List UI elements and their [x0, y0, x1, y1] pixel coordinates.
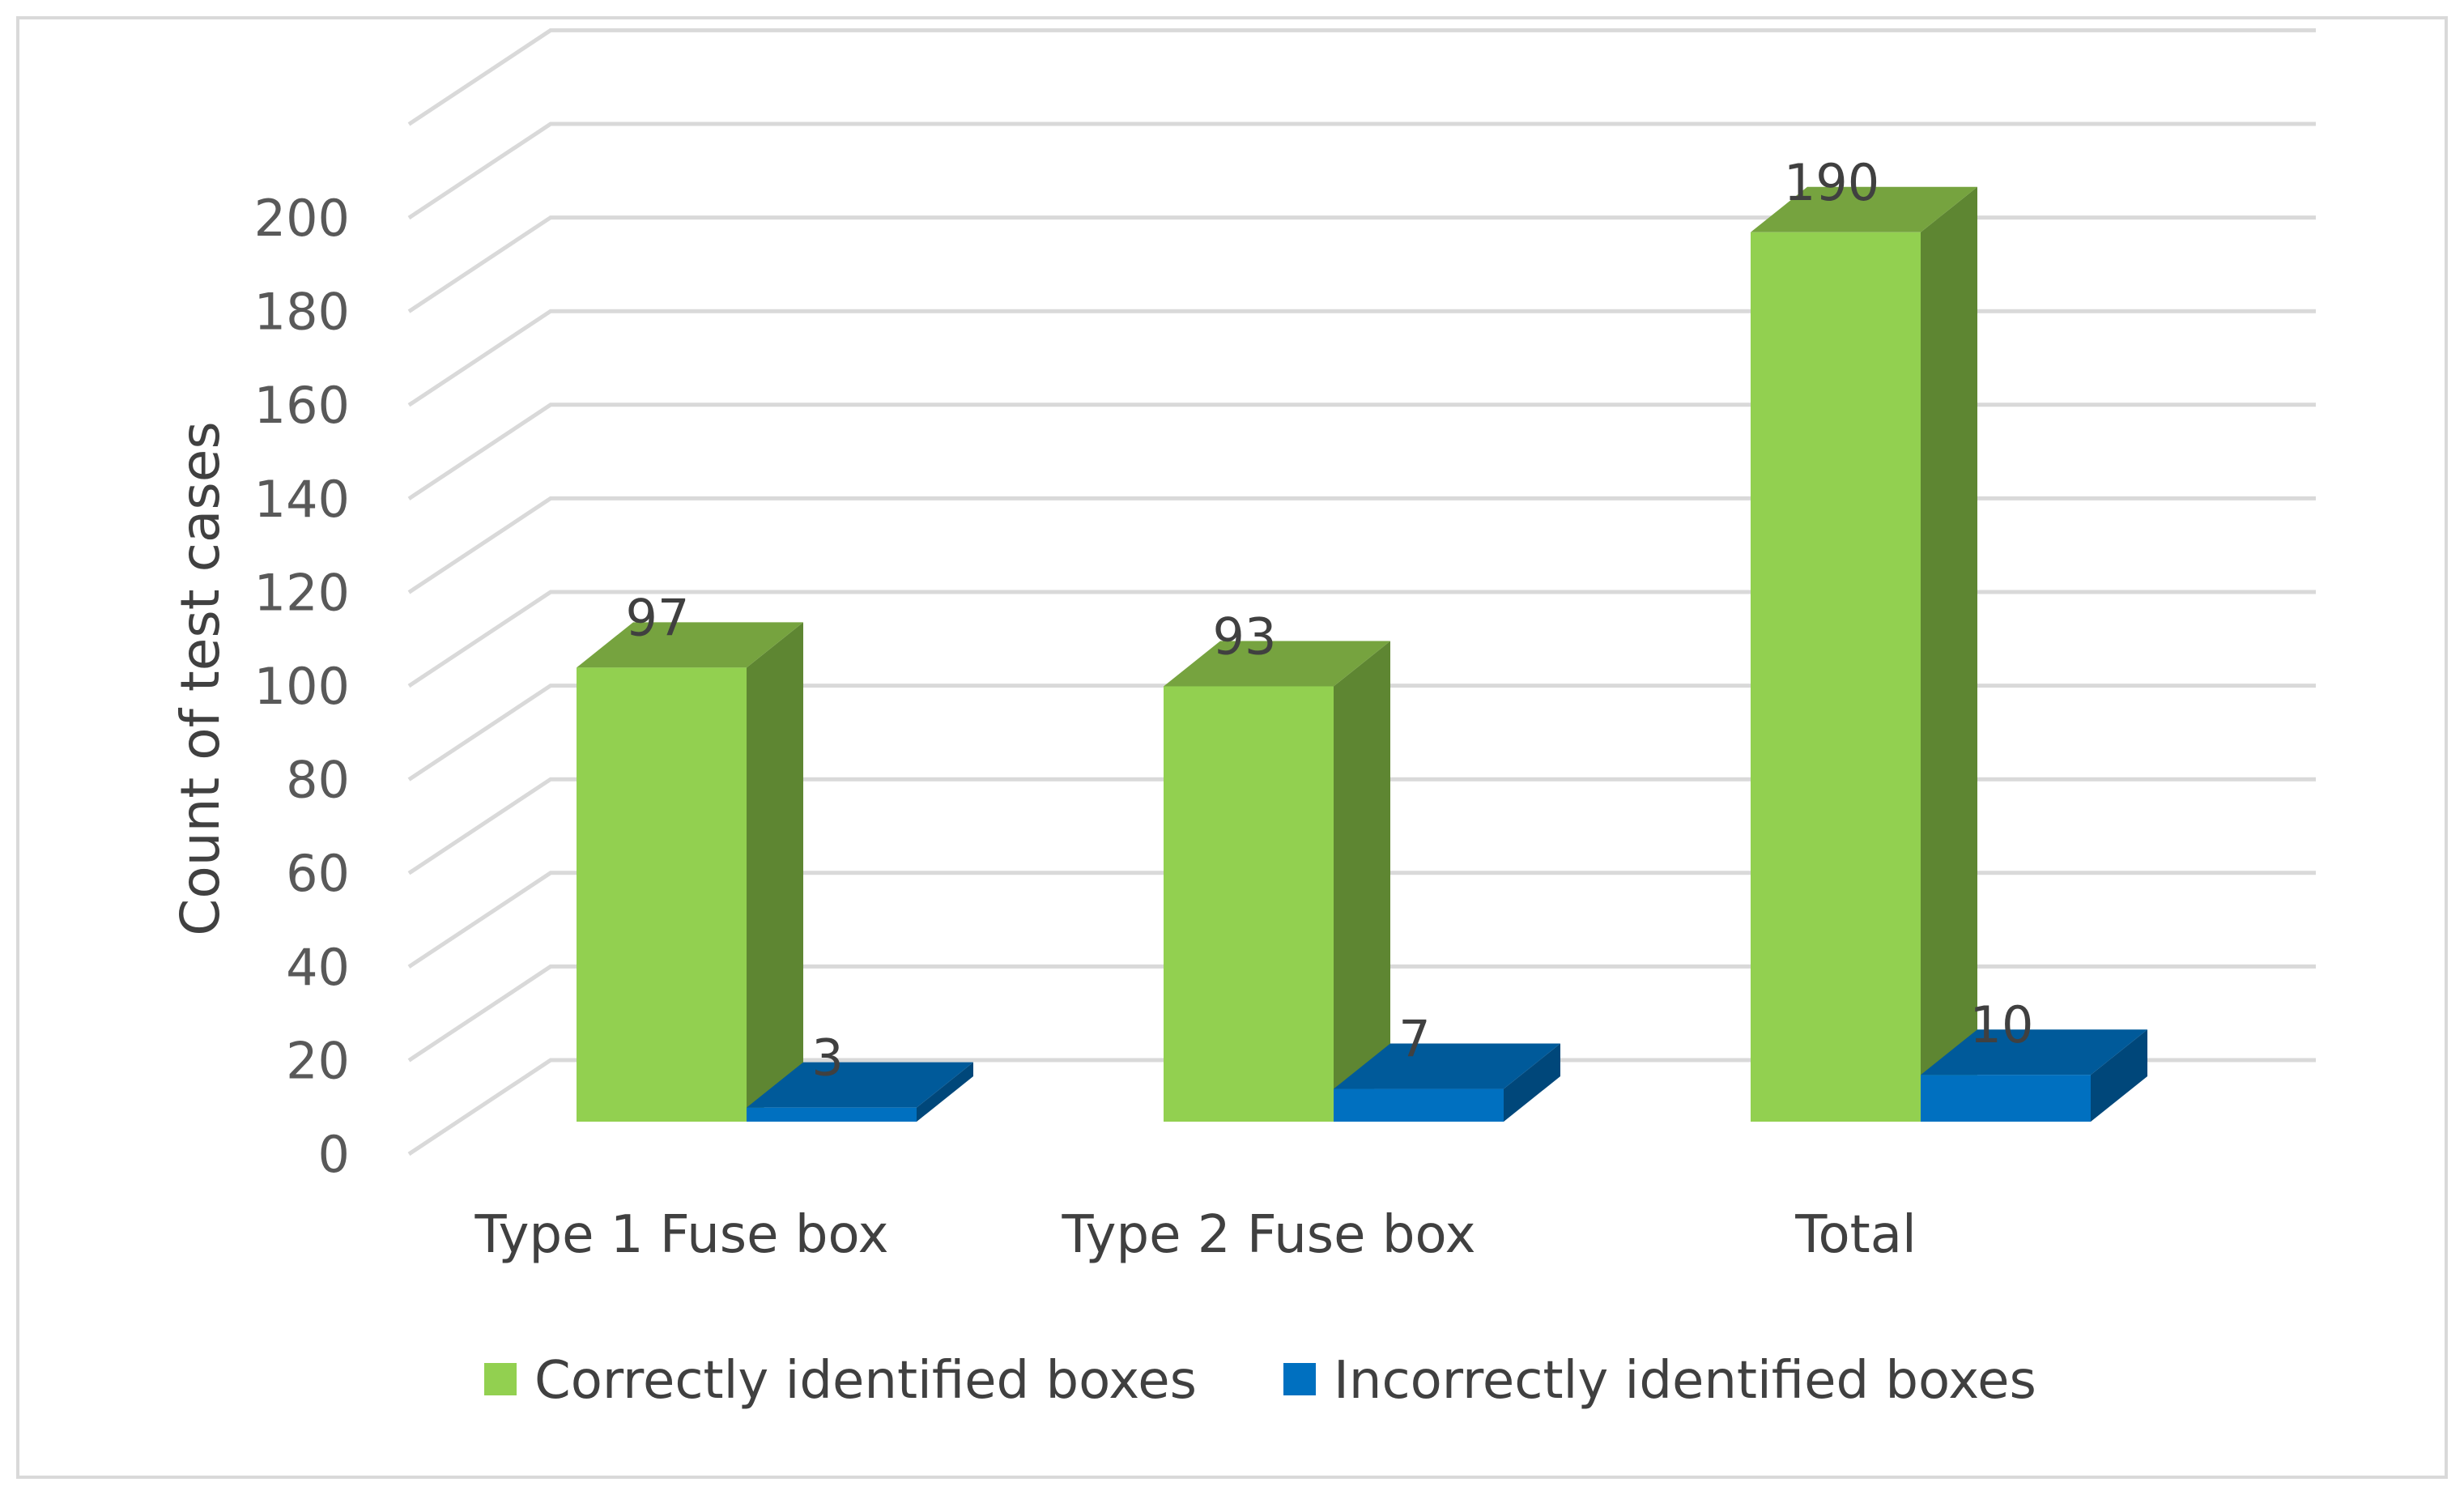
- y-tick-label: 180: [254, 283, 350, 342]
- y-tick-label: 200: [254, 189, 350, 248]
- bar-top-face: [1334, 1043, 1560, 1089]
- bar-side-face: [747, 622, 803, 1122]
- x-category-label: Type 2 Fuse box: [1061, 1205, 1475, 1265]
- legend-item: Correctly identified boxes: [484, 1351, 1197, 1411]
- gridline: [407, 496, 2316, 594]
- bar-front-face: [1164, 686, 1334, 1122]
- bar: [1751, 186, 1977, 1122]
- bar-top-face: [1921, 1029, 2147, 1075]
- gridlines: [407, 28, 2316, 1156]
- bar: [1921, 1029, 2147, 1122]
- bar: [747, 1062, 973, 1122]
- gridline: [407, 777, 2316, 875]
- gridline: [407, 871, 2316, 969]
- x-axis-categories: Type 1 Fuse box Type 2 Fuse box Total: [474, 1205, 1916, 1265]
- y-axis-label: Count of test cases: [169, 421, 232, 935]
- bar-top-face: [1164, 641, 1390, 687]
- bar-front-face: [1751, 232, 1921, 1122]
- bar: [1334, 1043, 1560, 1122]
- bar-front-face: [577, 667, 747, 1122]
- data-label: 190: [1784, 153, 1879, 212]
- bar: [577, 622, 803, 1122]
- bar-side-face: [1504, 1043, 1560, 1122]
- gridline: [407, 309, 2316, 407]
- data-label: 3: [811, 1029, 843, 1088]
- legend-label: Incorrectly identified boxes: [1334, 1351, 2036, 1411]
- bar-front-face: [1334, 1088, 1504, 1122]
- y-tick-label: 0: [318, 1125, 350, 1184]
- bar-front-face: [1921, 1075, 2091, 1122]
- legend-label: Correctly identified boxes: [534, 1351, 1197, 1411]
- y-tick-label: 80: [286, 751, 350, 810]
- legend-swatch: [1283, 1363, 1316, 1395]
- x-category-label: Type 1 Fuse box: [474, 1205, 888, 1265]
- gridline: [407, 684, 2316, 782]
- data-labels: 97 3 93 7 190 10: [626, 153, 2034, 1088]
- gridline: [407, 121, 2316, 220]
- y-axis-ticks: 0 20 40 60 80 100 120 140 160 180 200: [254, 189, 350, 1184]
- y-tick-label: 140: [254, 470, 350, 529]
- bars: [577, 186, 2147, 1122]
- gridline: [407, 964, 2316, 1063]
- data-label: 93: [1213, 607, 1277, 666]
- bar-top-face: [1751, 186, 1977, 232]
- legend: Correctly identified boxes Incorrectly id…: [484, 1351, 2036, 1411]
- y-tick-label: 100: [254, 657, 350, 716]
- bar-front-face: [747, 1107, 917, 1122]
- bar-side-face: [917, 1062, 973, 1122]
- legend-item: Incorrectly identified boxes: [1283, 1351, 2036, 1411]
- bar-side-face: [1334, 641, 1390, 1122]
- legend-swatch: [484, 1363, 517, 1395]
- y-tick-label: 120: [254, 563, 350, 622]
- gridline: [407, 402, 2316, 500]
- bar: [1164, 641, 1390, 1122]
- gridline: [407, 1058, 2316, 1156]
- y-tick-label: 20: [286, 1031, 350, 1090]
- bar-top-face: [577, 622, 803, 668]
- bar-side-face: [2091, 1029, 2147, 1122]
- y-tick-label: 40: [286, 938, 350, 997]
- gridline: [407, 590, 2316, 688]
- data-label: 10: [1970, 995, 2034, 1054]
- gridline: [407, 28, 2316, 126]
- data-label: 7: [1398, 1010, 1430, 1069]
- bar-top-face: [747, 1062, 973, 1108]
- bar-side-face: [1921, 186, 1977, 1122]
- x-category-label: Total: [1794, 1205, 1916, 1265]
- y-tick-label: 60: [286, 844, 350, 903]
- y-tick-label: 160: [254, 376, 350, 435]
- data-label: 97: [626, 588, 690, 647]
- gridline: [407, 215, 2316, 313]
